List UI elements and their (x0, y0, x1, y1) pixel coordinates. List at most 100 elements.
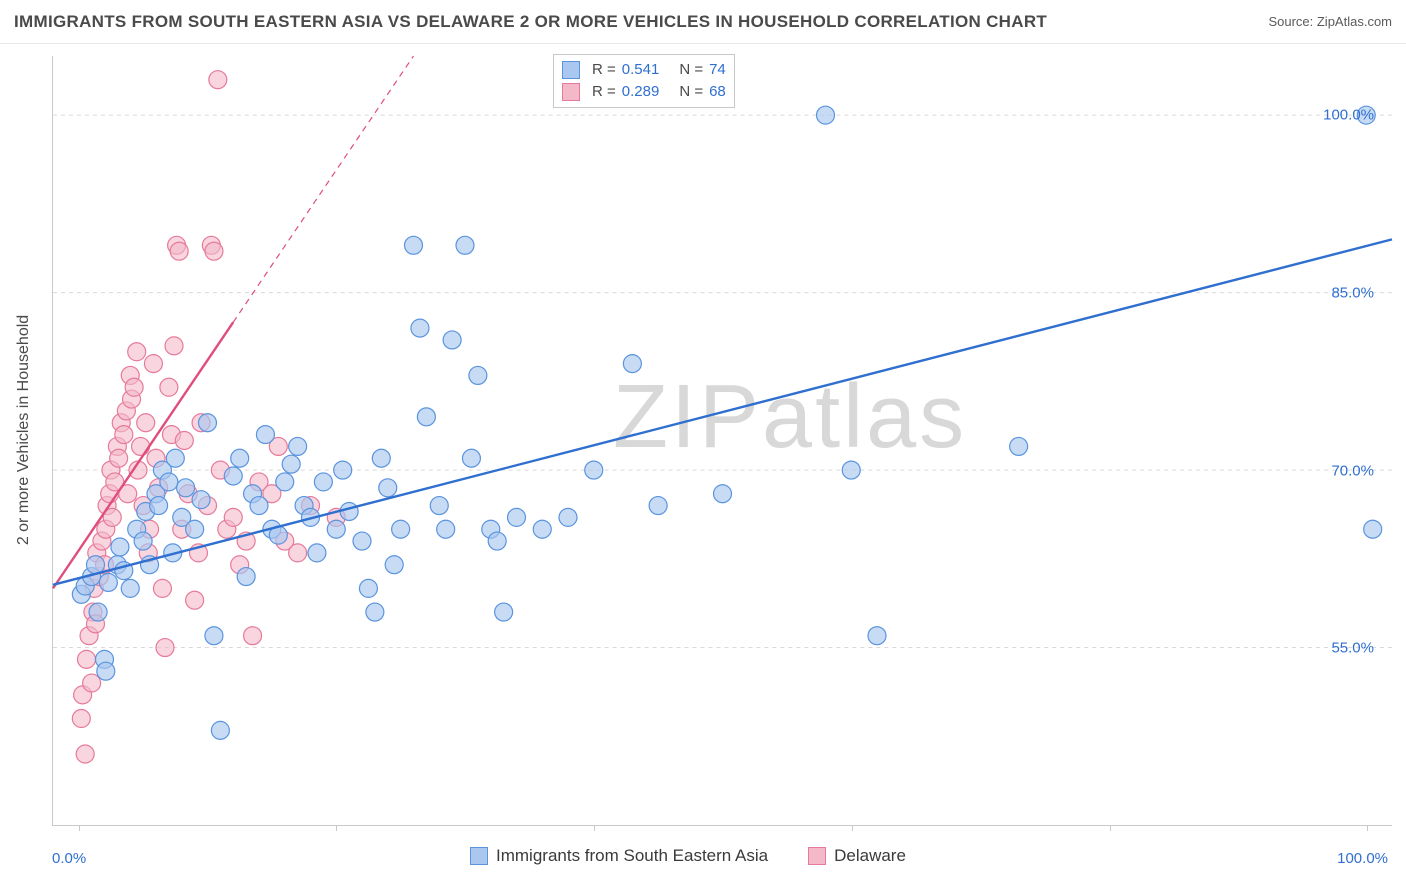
data-point-blue (411, 319, 429, 337)
data-point-blue (289, 437, 307, 455)
data-point-pink (170, 242, 188, 260)
y-tick-label: 70.0% (1331, 462, 1374, 479)
data-point-blue (443, 331, 461, 349)
data-point-blue (437, 520, 455, 538)
data-point-blue (99, 573, 117, 591)
x-tick-100: 100.0% (1337, 850, 1388, 867)
data-point-blue (495, 603, 513, 621)
swatch-blue (470, 847, 488, 865)
data-point-blue (842, 461, 860, 479)
data-point-blue (417, 408, 435, 426)
data-point-blue (868, 627, 886, 645)
data-point-blue (488, 532, 506, 550)
data-point-pink (289, 544, 307, 562)
data-point-pink (165, 337, 183, 355)
data-point-pink (205, 242, 223, 260)
x-tick (852, 825, 853, 831)
data-point-blue (456, 236, 474, 254)
data-point-pink (209, 71, 227, 89)
plot-area: ZIPatlas R = 0.541 N = 74 R = 0.289 N = … (52, 56, 1392, 826)
data-point-pink (244, 627, 262, 645)
r-value-pink: 0.289 (622, 81, 660, 103)
data-point-blue (508, 508, 526, 526)
data-point-blue (327, 520, 345, 538)
data-point-blue (1364, 520, 1382, 538)
data-point-blue (199, 414, 217, 432)
data-point-pink (128, 343, 146, 361)
data-point-pink (160, 378, 178, 396)
x-tick (336, 825, 337, 831)
r-value-blue: 0.541 (622, 59, 660, 81)
data-point-blue (392, 520, 410, 538)
data-point-blue (623, 355, 641, 373)
data-point-blue (649, 497, 667, 515)
data-point-blue (160, 473, 178, 491)
data-point-blue (817, 106, 835, 124)
data-point-blue (405, 236, 423, 254)
x-tick-0: 0.0% (52, 850, 86, 867)
trend-line-pink-dashed (233, 56, 413, 322)
data-point-blue (224, 467, 242, 485)
data-point-blue (359, 579, 377, 597)
data-point-pink (77, 650, 95, 668)
data-point-blue (166, 449, 184, 467)
data-point-blue (211, 721, 229, 739)
data-point-pink (83, 674, 101, 692)
data-point-blue (256, 426, 274, 444)
legend-label-blue: Immigrants from South Eastern Asia (496, 846, 768, 866)
data-point-pink (224, 508, 242, 526)
legend-row-blue: R = 0.541 N = 74 (562, 59, 726, 81)
legend-label-pink: Delaware (834, 846, 906, 866)
n-value-blue: 74 (709, 59, 726, 81)
legend-row-pink: R = 0.289 N = 68 (562, 81, 726, 103)
legend-item-blue: Immigrants from South Eastern Asia (470, 846, 768, 866)
data-point-blue (134, 532, 152, 550)
data-point-blue (121, 579, 139, 597)
r-label: R = (592, 81, 616, 103)
data-point-pink (125, 378, 143, 396)
data-point-pink (175, 432, 193, 450)
data-point-blue (1010, 437, 1028, 455)
data-point-blue (379, 479, 397, 497)
title-bar: IMMIGRANTS FROM SOUTH EASTERN ASIA VS DE… (0, 0, 1406, 44)
y-tick-label: 100.0% (1323, 107, 1374, 124)
data-point-pink (76, 745, 94, 763)
data-point-blue (276, 473, 294, 491)
data-point-blue (186, 520, 204, 538)
data-point-blue (366, 603, 384, 621)
data-point-blue (192, 491, 210, 509)
data-point-blue (205, 627, 223, 645)
n-value-pink: 68 (709, 81, 726, 103)
source-attribution: Source: ZipAtlas.com (1268, 14, 1392, 29)
legend-item-pink: Delaware (808, 846, 906, 866)
data-point-blue (237, 568, 255, 586)
data-point-blue (533, 520, 551, 538)
y-tick-label: 85.0% (1331, 284, 1374, 301)
data-point-pink (186, 591, 204, 609)
data-point-blue (231, 449, 249, 467)
data-point-blue (314, 473, 332, 491)
data-point-blue (353, 532, 371, 550)
y-tick-label: 55.0% (1331, 640, 1374, 657)
data-point-blue (340, 502, 358, 520)
data-point-blue (462, 449, 480, 467)
data-point-pink (132, 437, 150, 455)
swatch-pink (808, 847, 826, 865)
data-point-blue (559, 508, 577, 526)
data-point-blue (334, 461, 352, 479)
chart-title: IMMIGRANTS FROM SOUTH EASTERN ASIA VS DE… (14, 12, 1047, 32)
data-point-pink (137, 414, 155, 432)
x-tick (594, 825, 595, 831)
data-point-blue (177, 479, 195, 497)
data-point-blue (150, 497, 168, 515)
data-point-blue (585, 461, 603, 479)
chart-svg (53, 56, 1392, 825)
data-point-pink (144, 355, 162, 373)
data-point-blue (97, 662, 115, 680)
data-point-blue (250, 497, 268, 515)
data-point-blue (372, 449, 390, 467)
r-label: R = (592, 59, 616, 81)
y-axis-title: 2 or more Vehicles in Household (15, 315, 33, 545)
correlation-legend: R = 0.541 N = 74 R = 0.289 N = 68 (553, 54, 735, 108)
data-point-pink (153, 579, 171, 597)
